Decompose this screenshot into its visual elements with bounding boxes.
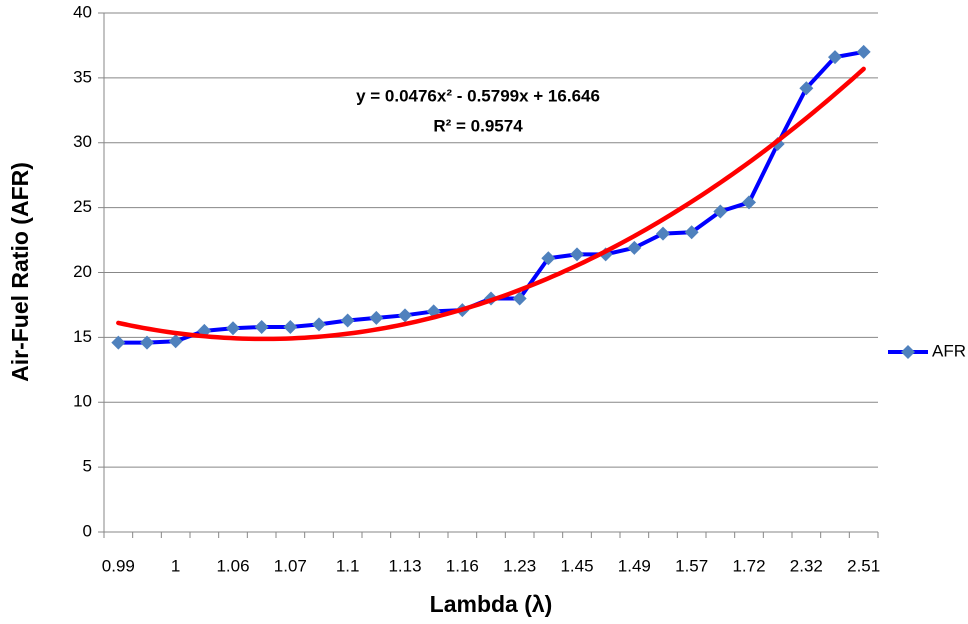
y-tick-label: 20 (73, 262, 92, 281)
trend-r2: R² = 0.9574 (433, 116, 523, 135)
y-tick-label: 5 (83, 457, 92, 476)
data-point (828, 50, 842, 65)
data-point (742, 195, 756, 210)
data-point (627, 240, 642, 255)
data-point (398, 308, 412, 323)
data-point (340, 313, 355, 328)
y-tick-label: 25 (73, 197, 92, 216)
data-point (684, 225, 699, 240)
data-point (656, 226, 670, 241)
data-point (140, 335, 154, 350)
data-point (168, 334, 183, 349)
x-tick-label: 1.1 (336, 556, 360, 575)
data-point (254, 319, 269, 334)
data-point (283, 319, 298, 334)
y-tick-label: 35 (73, 67, 92, 86)
x-tick-label: 1.07 (274, 556, 307, 575)
x-tick-label: 1.16 (446, 556, 479, 575)
x-tick-label: 0.99 (102, 556, 135, 575)
trend-equation: y = 0.0476x² - 0.5799x + 16.646 (356, 86, 600, 105)
data-point (512, 291, 527, 306)
data-point (369, 310, 384, 325)
x-tick-label: 1.72 (732, 556, 765, 575)
y-tick-label: 15 (73, 327, 92, 346)
data-point (111, 335, 126, 350)
x-tick-label: 1.49 (618, 556, 651, 575)
x-tick-label: 1.57 (675, 556, 708, 575)
x-tick-label: 1.06 (216, 556, 249, 575)
x-tick-label: 1 (171, 556, 180, 575)
y-tick-label: 30 (73, 132, 92, 151)
data-point (856, 44, 871, 59)
y-tick-label: 10 (73, 392, 92, 411)
y-axis-title: Air-Fuel Ratio (AFR) (7, 162, 33, 382)
x-tick-label: 1.23 (503, 556, 536, 575)
legend-label: AFR (932, 341, 966, 360)
data-point (541, 251, 556, 266)
x-tick-label: 2.51 (847, 556, 880, 575)
legend-marker (901, 345, 915, 359)
data-point (312, 317, 326, 332)
data-point (713, 204, 728, 219)
y-tick-label: 40 (73, 2, 92, 21)
x-tick-label: 1.45 (560, 556, 593, 575)
data-point (799, 81, 814, 96)
x-tick-label: 1.13 (388, 556, 421, 575)
data-point (226, 321, 240, 336)
x-tick-label: 2.32 (790, 556, 823, 575)
data-point (570, 247, 584, 262)
y-tick-label: 0 (83, 521, 92, 540)
trendline (116, 66, 866, 342)
x-axis-title: Lambda (λ) (430, 591, 553, 617)
